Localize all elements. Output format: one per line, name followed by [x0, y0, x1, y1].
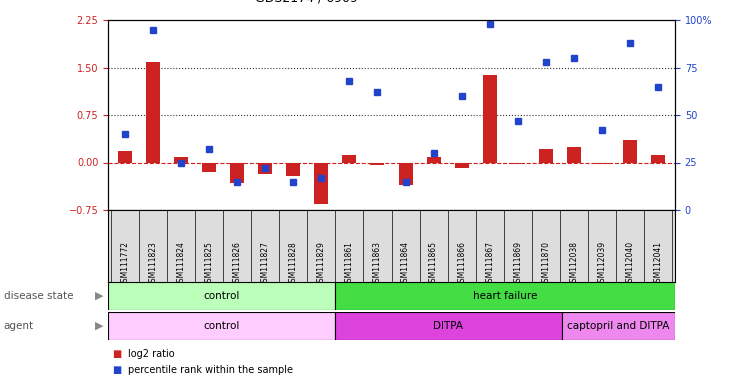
Text: control: control — [203, 321, 239, 331]
Bar — [426, 157, 441, 162]
Text: agent: agent — [4, 321, 34, 331]
Bar — [370, 162, 385, 165]
Bar — [567, 147, 581, 162]
Text: ▶: ▶ — [95, 291, 104, 301]
Bar — [108, 312, 335, 340]
Bar — [108, 282, 335, 310]
Bar — [651, 155, 665, 162]
Text: heart failure: heart failure — [473, 291, 537, 301]
Text: percentile rank within the sample: percentile rank within the sample — [128, 365, 293, 375]
Bar — [511, 162, 525, 164]
Bar — [230, 162, 244, 183]
Bar — [202, 162, 216, 172]
Bar — [335, 282, 675, 310]
Text: captopril and DITPA: captopril and DITPA — [567, 321, 669, 331]
Bar — [623, 140, 637, 162]
Text: control: control — [203, 291, 239, 301]
Bar — [595, 162, 609, 164]
Text: GDS2174 / 6909: GDS2174 / 6909 — [255, 0, 358, 4]
Bar — [342, 155, 356, 162]
Bar — [455, 162, 469, 167]
Bar — [315, 162, 328, 204]
Bar — [146, 63, 160, 162]
Bar — [335, 312, 561, 340]
Text: log2 ratio: log2 ratio — [128, 349, 174, 359]
Text: ▶: ▶ — [95, 321, 104, 331]
Bar — [483, 75, 496, 162]
Text: DITPA: DITPA — [433, 321, 464, 331]
Bar — [258, 162, 272, 174]
Bar — [286, 162, 300, 176]
Text: ■: ■ — [112, 365, 121, 375]
Bar — [399, 162, 412, 185]
Text: ■: ■ — [112, 349, 121, 359]
Text: disease state: disease state — [4, 291, 73, 301]
Bar — [539, 149, 553, 162]
Bar — [174, 157, 188, 162]
Bar — [561, 312, 675, 340]
Bar — [118, 151, 132, 162]
